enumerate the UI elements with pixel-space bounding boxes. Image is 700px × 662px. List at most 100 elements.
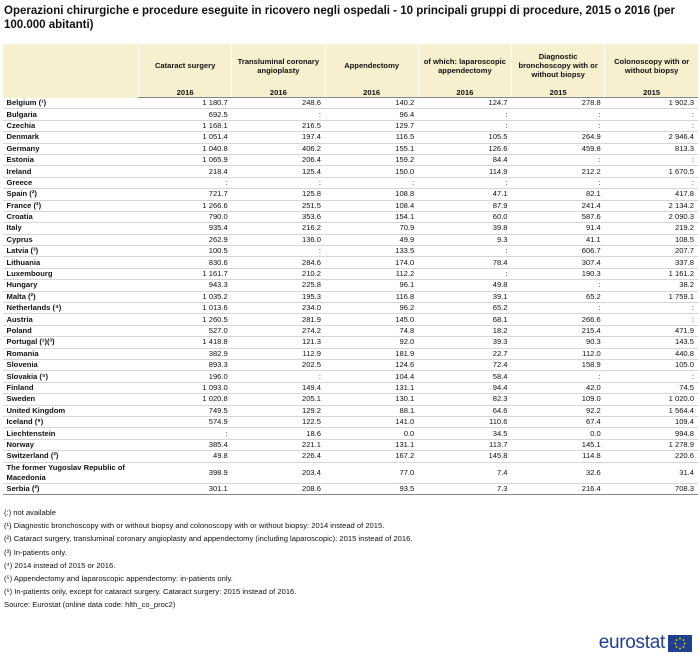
value-cell: 133.5 xyxy=(325,245,419,258)
value-cell: 116.8 xyxy=(325,291,419,304)
table-row: Switzerland (²) 49.8 226.4 167.2 145.8 114.8 2… xyxy=(2,450,698,463)
value-cell: 100.5 xyxy=(138,245,232,258)
value-cell: 206.4 xyxy=(231,154,325,167)
value-cell: 721.7 xyxy=(138,188,232,201)
column-header: Transluminal coronary angioplasty xyxy=(231,44,325,87)
value-cell: 109.0 xyxy=(511,393,605,406)
value-cell: 221.1 xyxy=(231,439,325,452)
value-cell: 158.9 xyxy=(511,359,605,372)
table-row: Portugal (¹)(³) 1 418.8 121.3 92.0 39.3 90.3 1… xyxy=(2,336,698,349)
value-cell: 749.5 xyxy=(138,405,232,417)
country-cell: Luxembourg xyxy=(2,268,139,281)
country-cell: Denmark xyxy=(2,131,139,144)
value-cell: 70.9 xyxy=(325,222,419,235)
table-row: Bulgaria 692.5:96.4::: xyxy=(2,108,698,121)
value-cell: 126.6 xyxy=(418,143,512,155)
value-cell: 174.0 xyxy=(325,256,419,269)
value-cell: 140.2 xyxy=(325,97,419,110)
value-cell: 220.6 xyxy=(604,450,698,463)
value-cell: 39.3 xyxy=(418,336,512,349)
country-cell: Netherlands (⁴) xyxy=(2,302,139,315)
value-cell: 124.6 xyxy=(325,359,419,372)
value-cell: 1 161.7 xyxy=(138,268,232,281)
value-cell: 1 168.1 xyxy=(138,120,232,133)
value-cell: 96.1 xyxy=(325,279,419,292)
value-cell: 935.4 xyxy=(138,222,232,235)
country-cell: Italy xyxy=(2,222,139,235)
value-cell: 215.4 xyxy=(511,325,605,338)
value-cell: 67.4 xyxy=(511,415,605,429)
source: Source: Eurostat (online data code: hlth… xyxy=(4,600,176,610)
value-cell: 216.4 xyxy=(511,483,605,495)
table-row: Estonia 1 065.9 206.4 159.2 84.4:: xyxy=(2,154,698,167)
value-cell: 92.0 xyxy=(325,336,419,349)
value-cell: : xyxy=(325,177,419,190)
value-cell: 58.4 xyxy=(418,370,512,383)
table-row: Liechtenstein:18.6 0.0 34.5 0.0 994.8 xyxy=(2,427,698,440)
value-cell: 202.5 xyxy=(231,359,325,372)
value-cell: 125.8 xyxy=(231,188,325,201)
value-cell: 159.2 xyxy=(325,154,419,167)
value-cell: 94.4 xyxy=(418,382,512,395)
value-cell: 114.8 xyxy=(511,450,605,463)
logo-text: eurostat xyxy=(598,632,666,653)
value-cell: 121.3 xyxy=(231,336,325,349)
table-row: Greece:::::: xyxy=(2,177,698,190)
value-cell: 337.8 xyxy=(604,256,698,269)
country-cell: Croatia xyxy=(2,211,139,224)
footnote: (²) Cataract surgery, transluminal coron… xyxy=(4,534,413,544)
country-cell: Czechia xyxy=(2,120,139,133)
country-cell: Spain (²) xyxy=(2,188,139,201)
value-cell: 1 278.9 xyxy=(604,439,698,452)
value-cell: 2 090.3 xyxy=(604,211,698,224)
country-cell: Austria xyxy=(2,313,139,326)
table-row: Romania 382.9 112.9 181.9 22.7 112.0 440.8 xyxy=(2,348,698,361)
value-cell: 47.1 xyxy=(418,188,512,201)
country-cell: Estonia xyxy=(2,154,139,167)
value-cell: 87.9 xyxy=(418,200,512,212)
value-cell: 68.1 xyxy=(418,313,512,326)
value-cell: 154.1 xyxy=(325,211,419,224)
table-row: Czechia 1 168.1 216.5 129.7::: xyxy=(2,120,698,133)
value-cell: 78.4 xyxy=(418,256,512,269)
country-cell: Sweden xyxy=(2,393,139,406)
table-row: Latvia (³) 100.5:133.5:606.7 207.7 xyxy=(2,245,698,258)
column-header: of which: laparoscopic appendectomy xyxy=(417,44,512,87)
table-row: France (²) 1 266.6 251.5 108.4 87.9 241.4 2 13… xyxy=(2,200,698,212)
value-cell: 49.8 xyxy=(138,450,232,463)
value-cell: 149.4 xyxy=(231,382,325,395)
value-cell: 248.6 xyxy=(231,97,325,110)
value-cell: 129.7 xyxy=(325,120,419,133)
footnote: (:) not available xyxy=(4,508,56,517)
table-row: Serbia (²) 301.1 208.6 93.5 7.3 216.4 708.3 xyxy=(2,483,698,495)
footnote: (⁵) Appendectomy and laparoscopic append… xyxy=(4,574,233,584)
value-cell: 116.5 xyxy=(325,131,419,144)
country-cell: Slovakia (⁵) xyxy=(2,370,139,383)
table-row: Italy 935.4 216.2 70.9 39.8 91.4 219.2 xyxy=(2,222,698,235)
table-row: Germany 1 040.8 406.2 155.1 126.6 459.8 813.3 xyxy=(2,143,698,155)
value-cell: 96.2 xyxy=(325,302,419,315)
value-cell: 212.2 xyxy=(511,165,605,178)
value-cell: 65.2 xyxy=(418,302,512,315)
value-cell: 145.1 xyxy=(511,439,605,452)
value-cell: 606.7 xyxy=(511,245,605,258)
value-cell: 382.9 xyxy=(138,348,232,361)
value-cell: 84.4 xyxy=(418,154,512,167)
table-row: Slovakia (⁵) 196.0:104.4 58.4:: xyxy=(2,370,698,383)
value-cell: 113.7 xyxy=(418,439,512,452)
value-cell: 129.2 xyxy=(231,405,325,417)
value-cell: 301.1 xyxy=(138,483,232,495)
country-cell: The former Yugoslav Republic of Macedoni… xyxy=(2,461,139,484)
value-cell: 1 564.4 xyxy=(604,405,698,417)
country-cell: Germany xyxy=(2,143,139,155)
value-cell: 49.8 xyxy=(418,279,512,292)
value-cell: 77.0 xyxy=(325,461,419,484)
footnote: (⁴) 2014 instead of 2015 or 2016. xyxy=(4,560,116,570)
value-cell: 39.1 xyxy=(418,291,512,304)
footnote: (⁶) In-patients only, except for catarac… xyxy=(4,587,297,597)
value-cell: 1 065.9 xyxy=(138,154,232,167)
value-cell: 830.6 xyxy=(138,256,232,269)
value-cell: 1 051.4 xyxy=(138,131,232,144)
value-cell: 1 260.5 xyxy=(138,313,232,326)
value-cell: 7.3 xyxy=(418,483,512,495)
